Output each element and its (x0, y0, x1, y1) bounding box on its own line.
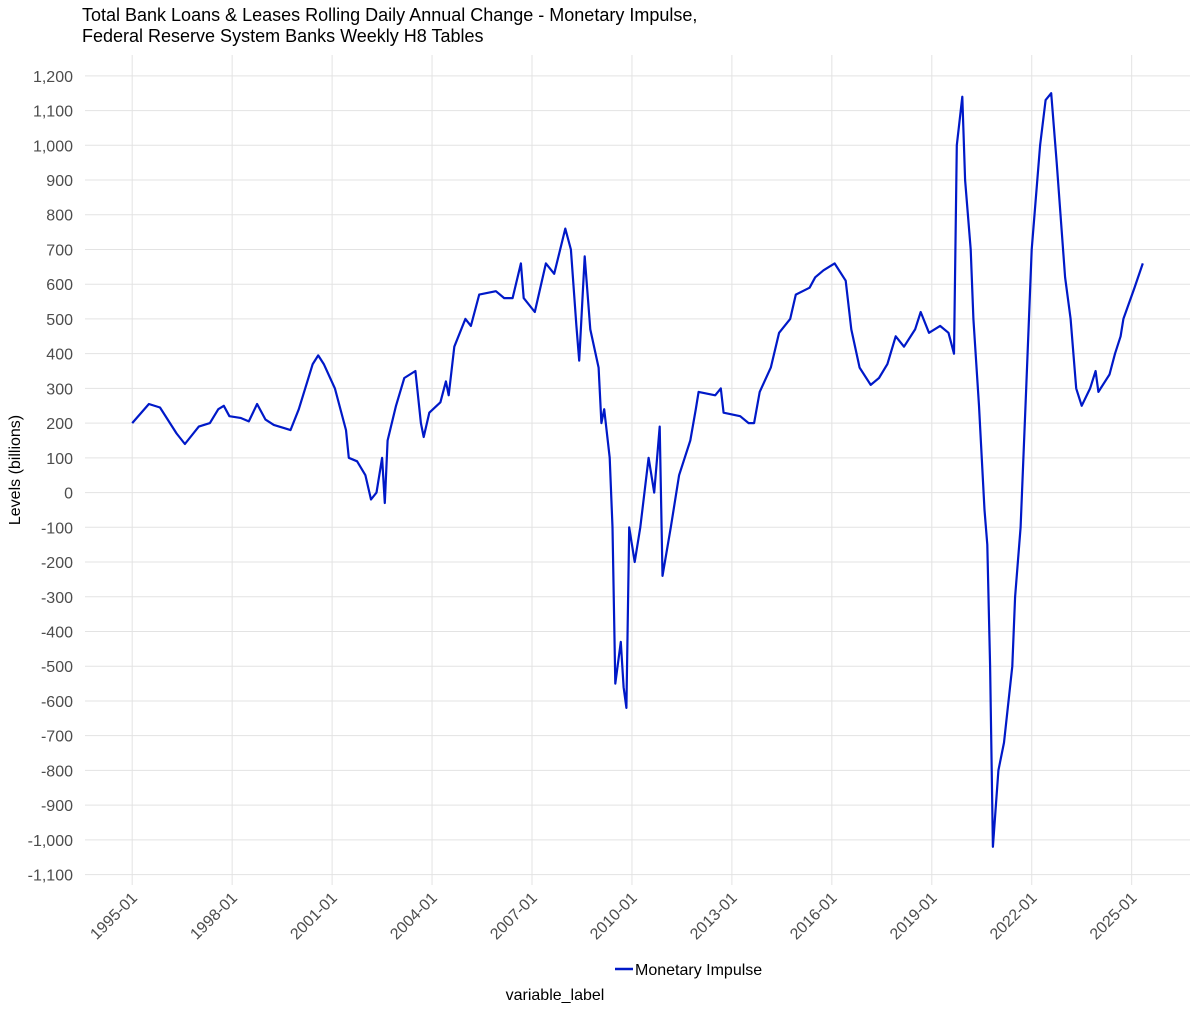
chart-title: Federal Reserve System Banks Weekly H8 T… (82, 26, 484, 46)
y-tick-label: -1,000 (28, 833, 73, 850)
chart-title: Total Bank Loans & Leases Rolling Daily … (82, 5, 697, 25)
y-tick-label: 500 (46, 312, 73, 329)
y-tick-label: -600 (41, 694, 73, 711)
y-tick-label: -200 (41, 555, 73, 572)
y-tick-label: 600 (46, 277, 73, 294)
legend-label: Monetary Impulse (635, 962, 762, 979)
y-tick-label: 0 (64, 486, 73, 503)
y-tick-label: 700 (46, 242, 73, 259)
y-tick-label: 1,000 (33, 138, 73, 155)
y-tick-label: -500 (41, 659, 73, 676)
y-tick-label: -400 (41, 624, 73, 641)
y-tick-label: 300 (46, 381, 73, 398)
data-line (131, 92, 1144, 848)
x-tick-label: 2013-01 (687, 890, 741, 944)
x-tick-label: 2019-01 (887, 890, 941, 944)
y-tick-label: 1,200 (33, 69, 73, 86)
x-tick-label: 1995-01 (87, 890, 141, 944)
y-tick-label: -300 (41, 590, 73, 607)
y-tick-label: -800 (41, 763, 73, 780)
x-tick-label: 2010-01 (587, 890, 641, 944)
x-tick-label: 1998-01 (187, 890, 241, 944)
y-tick-label: -700 (41, 729, 73, 746)
x-tick-label: 2016-01 (787, 890, 841, 944)
x-tick-label: 2025-01 (1087, 890, 1141, 944)
y-tick-label: 1,100 (33, 104, 73, 121)
y-tick-label: 100 (46, 451, 73, 468)
y-tick-label: -100 (41, 520, 73, 537)
y-axis-title: Levels (billions) (7, 415, 24, 525)
y-tick-label: -1,100 (28, 868, 73, 885)
y-tick-label: 200 (46, 416, 73, 433)
y-tick-label: -900 (41, 798, 73, 815)
legend-title: variable_label (506, 987, 605, 1004)
x-tick-label: 2007-01 (487, 890, 541, 944)
x-tick-label: 2001-01 (287, 890, 341, 944)
y-tick-label: 400 (46, 347, 73, 364)
y-tick-label: 900 (46, 173, 73, 190)
x-tick-label: 2004-01 (387, 890, 441, 944)
x-tick-label: 2022-01 (987, 890, 1041, 944)
y-tick-label: 800 (46, 208, 73, 225)
